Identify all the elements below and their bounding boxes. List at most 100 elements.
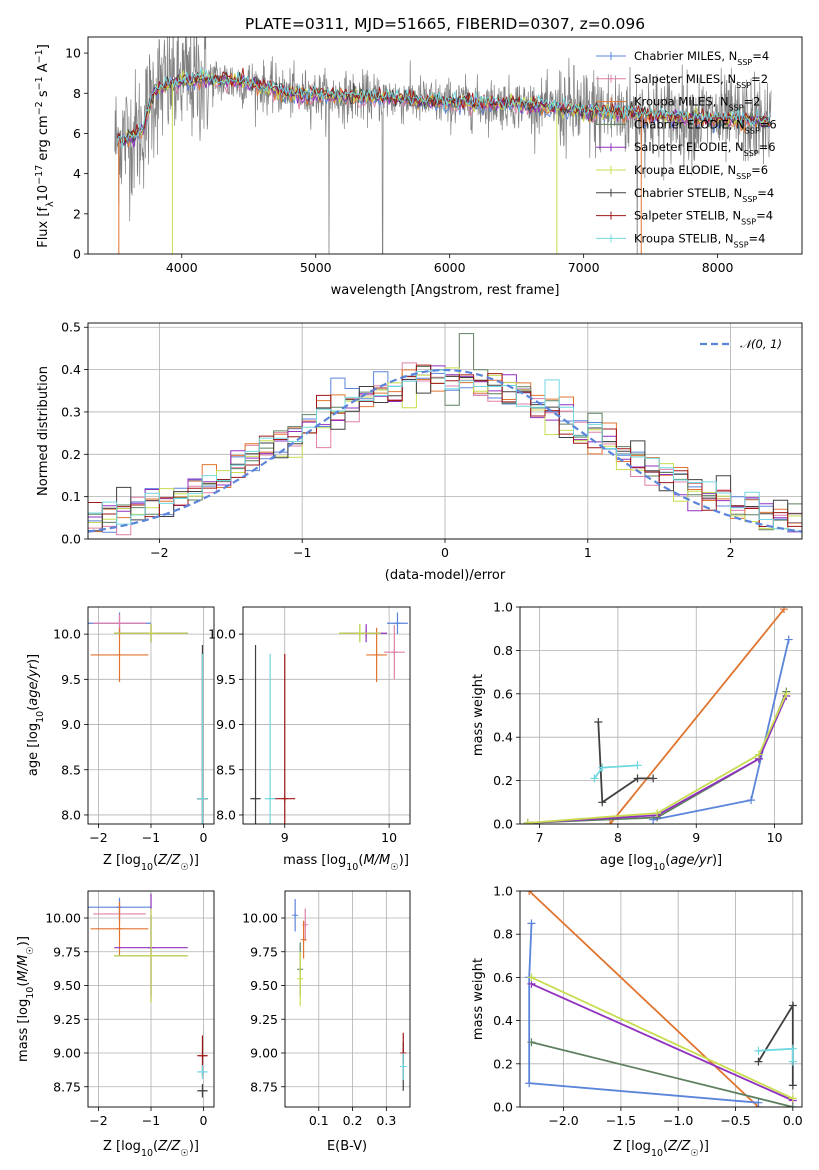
- mass-z-point: [199, 1052, 206, 1059]
- weight-age-marker: [590, 774, 599, 783]
- spectrum-ytick-label: 6: [73, 126, 81, 141]
- weight-z-marker: [788, 1081, 797, 1090]
- figure-title: PLATE=0311, MJD=51665, FIBERID=0307, z=0…: [245, 15, 645, 33]
- mass-z-xlabel-part: Z/Z: [157, 1139, 181, 1154]
- spectrum-ylabel-part: s: [36, 90, 51, 101]
- residuals-xtick-label: −1: [293, 545, 311, 560]
- legend-text: Kroupa MILES, N: [634, 95, 729, 109]
- weight-age-marker: [606, 820, 615, 824]
- weight-age-marker: [523, 818, 532, 824]
- weight-age-frame: [519, 606, 803, 825]
- weight-z-marker: [754, 1057, 763, 1066]
- mass-z-ylabel-part: 10: [25, 987, 36, 999]
- weight-z-xtick-label: −1.5: [606, 1113, 636, 1128]
- residuals-ytick-label: 0.3: [61, 404, 81, 419]
- weight-z-line: [528, 923, 759, 1104]
- legend-num: =6: [759, 140, 776, 154]
- weight-z-marker: [527, 1038, 536, 1047]
- legend-num: =6: [751, 163, 768, 177]
- age-mass-point: [394, 620, 401, 627]
- weight-age-xlabel-part: 10: [653, 862, 665, 873]
- age-mass-ytick-label: 9.5: [216, 672, 236, 687]
- spectrum-ylabel-part: ]: [36, 44, 51, 49]
- mass-z-xlabel-part: ☉: [180, 1148, 189, 1159]
- legend-entry: Kroupa ELODIE, NSSP=6: [634, 163, 768, 181]
- spectrum-ytick-label: 4: [73, 166, 81, 181]
- weight-age-xlabel-part: )]: [712, 853, 722, 868]
- mass-z-point: [199, 1068, 206, 1075]
- weight-z-xlabel-part: ☉: [690, 1148, 699, 1159]
- residuals-ytick-label: 0.1: [61, 489, 81, 504]
- residuals-xlabel: (data-model)/error: [385, 568, 506, 583]
- weight-age-xtick-label: 10: [767, 830, 783, 845]
- weight-age-ytick-label: 0.4: [493, 730, 513, 745]
- weight-z-marker: [525, 1079, 534, 1088]
- legend-sub: SSP: [744, 149, 759, 158]
- mass-z-xlabel-part: 10: [141, 1148, 153, 1159]
- age-mass-xlabel: mass [log10(M/M☉)]: [283, 853, 409, 873]
- legend-entry: Kroupa MILES, NSSP=2: [634, 95, 760, 113]
- mass-z-xtick-label: −1: [142, 1113, 160, 1128]
- legend-entry: Chabrier MILES, NSSP=4: [634, 49, 769, 67]
- mass-z-ylabel-part: )]: [16, 936, 31, 946]
- normal-legend-label: 𝒩(0, 1): [740, 337, 782, 351]
- age-z-point: [116, 651, 123, 658]
- spectrum-xtick-label: 8000: [702, 260, 734, 275]
- age-z-point: [148, 630, 154, 637]
- residuals-xtick-label: 0: [441, 545, 449, 560]
- weight-age-line: [653, 639, 790, 821]
- weight-z-line: [528, 891, 760, 1107]
- weight-age-marker: [779, 607, 788, 614]
- weight-z-ylabel-part: mass weight: [471, 958, 486, 1040]
- mass-z-xlabel: Z [log10(Z/Z☉)]: [103, 1139, 199, 1159]
- age-z-ylabel-part: (: [26, 706, 41, 711]
- weight-age-xtick-label: 9: [692, 830, 700, 845]
- mass-ebv-xlabel: E(B-V): [327, 1139, 367, 1154]
- age-mass-xlabel-part: 10: [346, 862, 358, 873]
- age-z-ylabel-part: age [log: [26, 723, 41, 776]
- legend-text: Salpeter MILES, N: [634, 72, 736, 86]
- legend-text: Salpeter ELODIE, N: [634, 140, 744, 154]
- spectrum-ytick-label: 2: [73, 206, 81, 221]
- age-z-point: [116, 620, 123, 627]
- weight-z-axes: [516, 890, 802, 1111]
- weight-age-marker: [598, 763, 607, 772]
- weight-z-xtick-label: −0.5: [720, 1113, 750, 1128]
- weight-z-marker: [788, 1103, 797, 1107]
- weight-age-line: [527, 691, 788, 824]
- legend-entry: Chabrier STELIB, NSSP=4: [634, 186, 774, 204]
- weight-z-xlabel-part: Z/Z: [667, 1139, 691, 1154]
- weight-age-ytick-label: 0.0: [493, 817, 513, 832]
- weight-z-frame: [519, 890, 803, 1108]
- age-mass-point: [252, 795, 259, 802]
- weight-z-xtick-label: 0.0: [783, 1113, 803, 1128]
- weight-z-marker: [788, 1057, 797, 1066]
- age-z-plot-area: [88, 612, 208, 824]
- weight-z-ytick-label: 0.2: [493, 1056, 513, 1071]
- age-z-frame: [87, 606, 215, 825]
- legend-sub: SSP: [742, 194, 757, 203]
- weight-age-line: [527, 693, 788, 824]
- spectrum-ytick-label: 0: [73, 247, 81, 262]
- spectrum-plot-area: [114, 37, 772, 254]
- residuals-ytick-label: 0.4: [61, 362, 81, 377]
- mass-z-xtick-label: −2: [89, 1113, 107, 1128]
- normal-curve: [88, 368, 802, 533]
- mass-z-frame: [87, 890, 215, 1108]
- weight-z-marker: [788, 1094, 797, 1103]
- age-z-ylabel-part: 10: [35, 711, 46, 723]
- weight-age-ytick-label: 1.0: [493, 600, 513, 615]
- weight-age-marker: [649, 774, 658, 783]
- weight-age-marker: [754, 750, 763, 759]
- spectrum-ylabel-part: λ: [45, 201, 56, 207]
- mass-z-ytick-label: 9.25: [53, 1012, 81, 1027]
- weight-age-xlabel-part: age/yr: [670, 853, 713, 868]
- residuals-ytick-label: 0.0: [61, 532, 81, 547]
- weight-age-marker: [782, 689, 791, 698]
- spectrum-ylabel-part: −1: [34, 49, 45, 63]
- spectrum-ylabel-part: −1: [34, 76, 45, 90]
- mass-z-ytick-label: 9.75: [53, 944, 81, 959]
- legend-num: =4: [752, 49, 769, 63]
- legend-num: =6: [760, 117, 777, 131]
- age-z-point: [199, 795, 206, 802]
